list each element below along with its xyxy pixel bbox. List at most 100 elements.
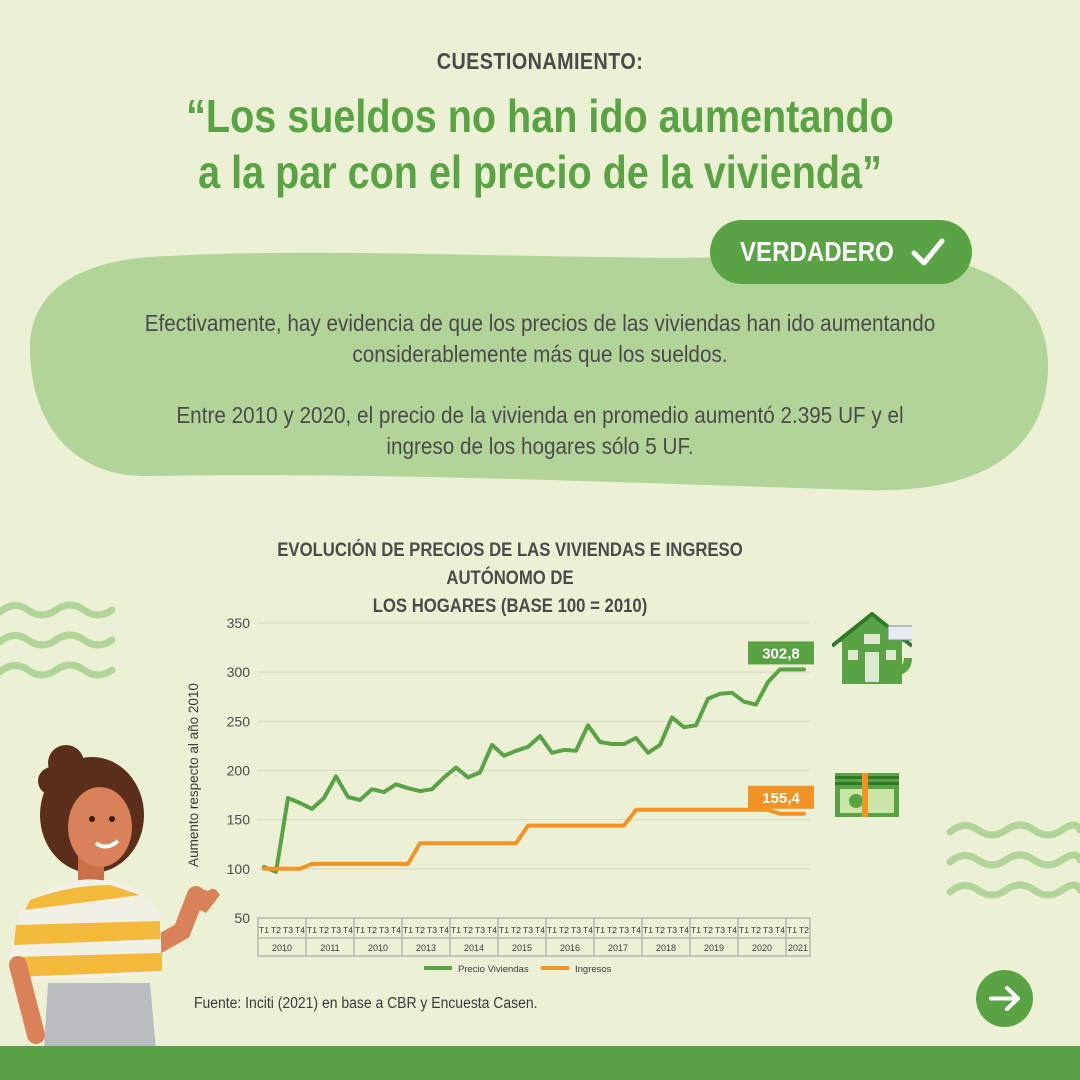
quarter-tick-label: T2	[799, 925, 809, 935]
kicker-label: CUESTIONAMIENTO:	[436, 48, 644, 74]
quarter-tick-label: T4	[487, 925, 497, 935]
year-tick-label: 2017	[608, 943, 628, 953]
quarter-tick-label: T1	[547, 925, 557, 935]
year-tick-label: 2019	[704, 943, 724, 953]
end-value-label: 302,8	[762, 645, 800, 662]
quarter-tick-label: T4	[775, 925, 785, 935]
quarter-tick-label: T1	[691, 925, 701, 935]
quarter-tick-label: T4	[631, 925, 641, 935]
text-background-shape	[30, 252, 1049, 491]
quarter-tick-label: T4	[391, 925, 401, 935]
y-tick-label: 50	[234, 910, 250, 926]
arrow-right-icon	[989, 986, 1020, 1011]
y-tick-label: 350	[227, 615, 251, 631]
quarter-tick-label: T1	[739, 925, 749, 935]
woman-illustration	[8, 745, 220, 1050]
quarter-tick-label: T1	[643, 925, 653, 935]
year-tick-label: 2021	[788, 943, 808, 953]
year-tick-label: 2018	[656, 943, 676, 953]
quarter-tick-label: T2	[271, 925, 281, 935]
chart-title-line-1: EVOLUCIÓN DE PRECIOS DE LAS VIVIENDAS E …	[277, 540, 743, 589]
y-tick-label: 100	[227, 861, 251, 877]
quarter-tick-label: T3	[667, 925, 677, 935]
series-line-precio-viviendas	[262, 667, 806, 874]
check-icon	[911, 238, 945, 266]
year-tick-label: 2011	[320, 943, 339, 953]
quarter-tick-label: T2	[703, 925, 713, 935]
quarter-tick-label: T2	[607, 925, 617, 935]
wave-icon	[946, 821, 1080, 899]
body-paragraph-1-text: Efectivamente, hay evidencia de que los …	[144, 310, 936, 367]
body-paragraph-1: Efectivamente, hay evidencia de que los …	[100, 308, 980, 370]
end-value-badge	[748, 785, 814, 809]
year-tick-label: 2010	[272, 943, 292, 953]
y-tick-label: 300	[227, 664, 251, 680]
quarter-tick-label: T4	[727, 925, 737, 935]
quarter-tick-label: T4	[679, 925, 689, 935]
quarter-tick-label: T2	[463, 925, 473, 935]
x-axis-table	[257, 917, 811, 957]
quarter-tick-label: T3	[427, 925, 437, 935]
quarter-tick-label: T1	[403, 925, 413, 935]
quarter-tick-label: T3	[763, 925, 773, 935]
quarter-tick-label: T2	[319, 925, 329, 935]
y-tick-label: 150	[227, 812, 251, 828]
quarter-tick-label: T1	[307, 925, 317, 935]
quarter-tick-label: T1	[259, 925, 269, 935]
quote-line-2: a la par con el precio de la vivienda”	[198, 146, 882, 198]
chart-title-line-2: LOS HOGARES (BASE 100 = 2010)	[372, 596, 648, 617]
quarter-tick-label: T3	[523, 925, 533, 935]
quarter-tick-label: T2	[367, 925, 377, 935]
body-paragraph-2-text: Entre 2010 y 2020, el precio de la vivie…	[176, 402, 904, 459]
year-tick-label: 2016	[560, 943, 580, 953]
series-line-ingresos	[262, 807, 806, 871]
end-value-label: 155,4	[762, 790, 800, 807]
y-tick-label: 200	[227, 763, 251, 779]
end-value-badge	[748, 641, 814, 665]
verdict-label: VERDADERO	[740, 236, 894, 267]
quarter-tick-label: T2	[655, 925, 665, 935]
wave-icon	[0, 601, 116, 679]
quarter-tick-label: T2	[511, 925, 521, 935]
verdict-badge: VERDADERO	[710, 220, 972, 284]
quarter-tick-label: T1	[595, 925, 605, 935]
quarter-tick-label: T3	[283, 925, 293, 935]
year-tick-label: 2013	[416, 943, 436, 953]
year-tick-label: 2010	[368, 943, 388, 953]
next-button[interactable]	[976, 970, 1033, 1027]
money-icon	[835, 773, 899, 817]
quarter-tick-label: T3	[571, 925, 581, 935]
footer-bar	[0, 1046, 1080, 1080]
quote-line-1: “Los sueldos no han ido aumentando	[186, 90, 894, 142]
quarter-tick-label: T3	[379, 925, 389, 935]
quarter-tick-label: T3	[475, 925, 485, 935]
quarter-tick-label: T3	[715, 925, 725, 935]
quarter-tick-label: T1	[355, 925, 365, 935]
quarter-tick-label: T4	[535, 925, 545, 935]
year-tick-label: 2015	[512, 943, 532, 953]
quarter-tick-label: T1	[787, 925, 797, 935]
y-tick-label: 250	[227, 713, 251, 729]
quarter-tick-label: T3	[331, 925, 341, 935]
quarter-tick-label: T1	[451, 925, 461, 935]
quarter-tick-label: T4	[343, 925, 353, 935]
y-axis-label: Aumento respecto al año 2010	[186, 683, 201, 867]
chart-title: EVOLUCIÓN DE PRECIOS DE LAS VIVIENDAS E …	[237, 537, 783, 621]
house-icon	[832, 612, 912, 684]
quarter-tick-label: T4	[295, 925, 305, 935]
quarter-tick-label: T1	[499, 925, 509, 935]
quarter-tick-label: T3	[619, 925, 629, 935]
quarter-tick-label: T2	[415, 925, 425, 935]
quarter-tick-label: T4	[583, 925, 593, 935]
quarter-tick-label: T2	[559, 925, 569, 935]
year-tick-label: 2014	[464, 943, 484, 953]
quarter-tick-label: T4	[439, 925, 449, 935]
source-note: Fuente: Inciti (2021) en base a CBR y En…	[194, 995, 538, 1012]
legend-label: Precio Viviendas	[458, 964, 529, 975]
year-tick-label: 2020	[752, 943, 772, 953]
page-title: “Los sueldos no han ido aumentando a la …	[76, 88, 1005, 200]
quarter-tick-label: T2	[751, 925, 761, 935]
body-paragraph-2: Entre 2010 y 2020, el precio de la vivie…	[100, 400, 980, 462]
legend-label: Ingresos	[575, 964, 612, 975]
